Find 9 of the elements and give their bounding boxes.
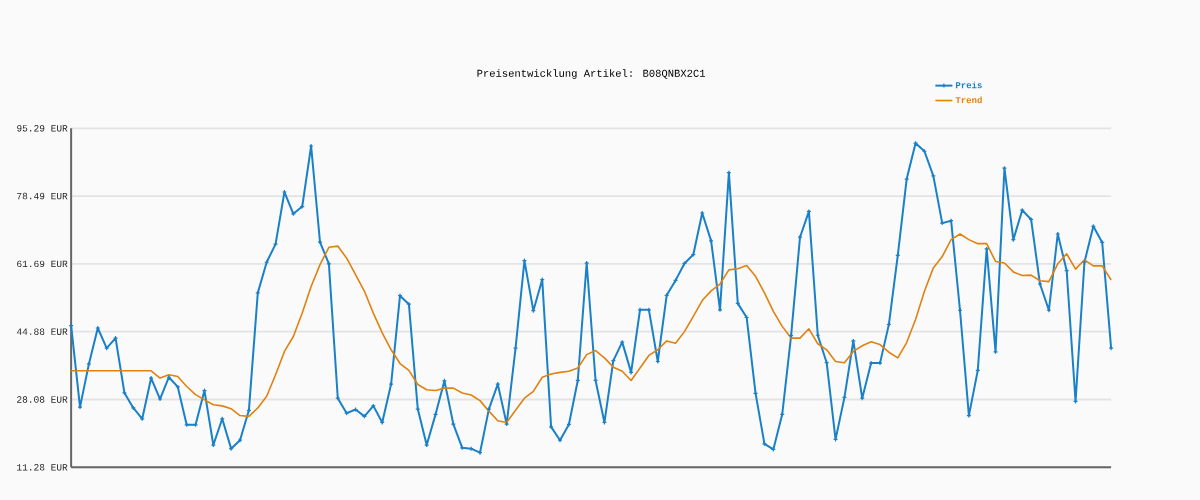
- legend-label: Preis: [955, 81, 982, 89]
- y-tick-label: 95.29 EUR: [17, 125, 68, 132]
- chart-title: Preisentwicklung Artikel: B08QNBX2C1: [477, 69, 706, 79]
- legend-label: Trend: [955, 96, 982, 104]
- y-tick-label: 28.08 EUR: [17, 396, 68, 403]
- y-tick-label: 78.49 EUR: [17, 192, 68, 200]
- y-tick-label: 44.88 EUR: [16, 328, 68, 335]
- y-tick-label: 11.28 EUR: [17, 464, 68, 471]
- y-tick-label: 61.69 EUR: [17, 260, 68, 268]
